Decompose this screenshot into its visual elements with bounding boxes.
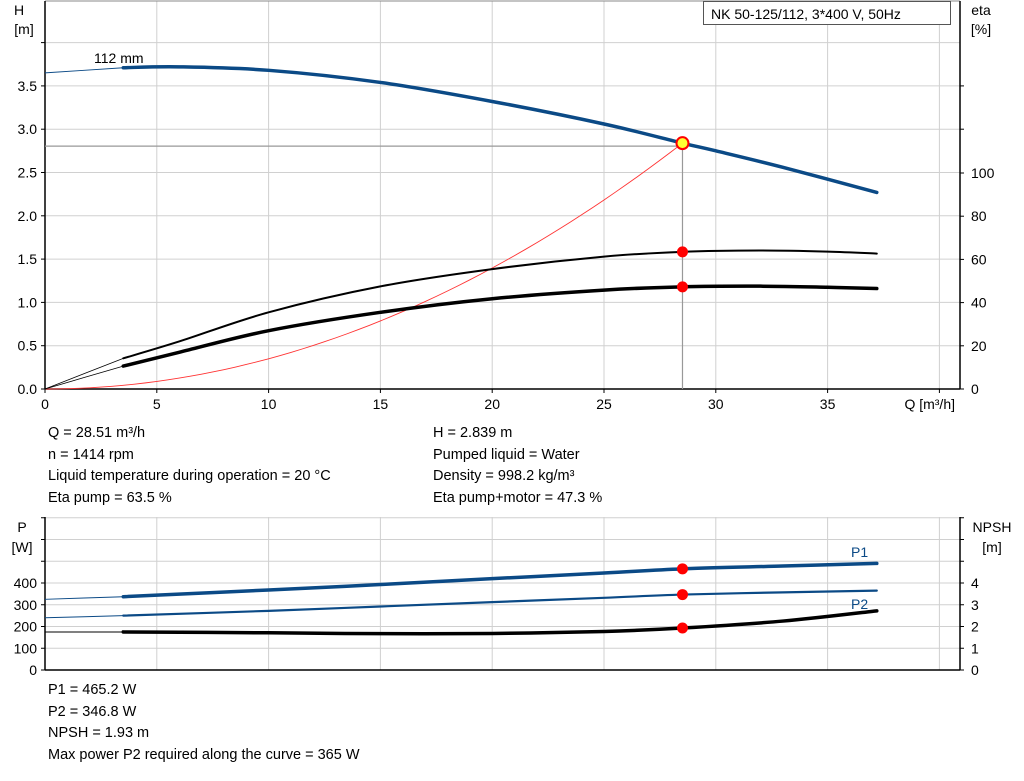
- result-max-p2: Max power P2 required along the curve = …: [48, 746, 360, 763]
- head-extension: [44, 67, 124, 74]
- y-tick-label: 400: [14, 575, 38, 591]
- y2-tick-label: 80: [971, 208, 987, 224]
- y2-tick-label: 0: [971, 381, 979, 397]
- y2-axis-unit: [m]: [982, 539, 1001, 555]
- y2-tick-label: 0: [971, 662, 979, 678]
- result-p1: P1 = 465.2 W: [48, 682, 137, 698]
- y-axis-label: H: [14, 2, 24, 18]
- result-npsh: NPSH = 1.93 m: [48, 725, 150, 741]
- x-tick-label: 0: [41, 396, 49, 412]
- y-tick-label: 0: [29, 662, 37, 678]
- pump-title: NK 50-125/112, 3*400 V, 50Hz: [703, 1, 951, 25]
- y-tick-label: 1.5: [18, 251, 38, 267]
- result-eta-pump-motor: Eta pump+motor = 47.3 %: [433, 489, 603, 506]
- p2-curve-label: P2: [851, 596, 868, 612]
- y-axis-unit: [m]: [14, 21, 33, 37]
- x-tick-label: 10: [261, 396, 277, 412]
- operating-point-p2: [676, 589, 688, 601]
- y2-tick-label: 2: [971, 619, 979, 635]
- y-tick-label: 200: [14, 619, 38, 635]
- p1-curve: [121, 561, 879, 599]
- y-tick-label: 2.0: [18, 208, 38, 224]
- eta-pump-motor-extension: [44, 365, 124, 390]
- result-eta-pump: Eta pump = 63.5 %: [48, 489, 172, 506]
- result-head: H = 2.839 m: [433, 425, 513, 441]
- result-density: Density = 998.2 kg/m³: [433, 468, 575, 484]
- operating-point-npsh: [676, 622, 688, 634]
- system-curve: [44, 142, 683, 390]
- operating-point-p1: [676, 563, 688, 575]
- y2-tick-label: 60: [971, 251, 987, 267]
- y2-tick-label: 3: [971, 597, 979, 613]
- operating-point-eta-pump: [676, 246, 688, 258]
- npsh-curve: [121, 609, 879, 636]
- y-tick-label: 300: [14, 597, 38, 613]
- result-liquid-temp: Liquid temperature during operation = 20…: [48, 468, 331, 484]
- eta-pump-motor-curve: [121, 284, 879, 368]
- y2-axis-unit: [%]: [971, 21, 991, 37]
- y-tick-label: 1.0: [18, 294, 38, 310]
- y-tick-label: 3.0: [18, 121, 38, 137]
- x-tick-label: 30: [708, 396, 724, 412]
- x-tick-label: 5: [153, 396, 161, 412]
- result-flow: Q = 28.51 m³/h: [48, 425, 146, 441]
- p1-extension: [44, 596, 124, 600]
- y2-axis-label: eta: [971, 2, 991, 18]
- results-top-right: H = 2.839 m Pumped liquid = Water Densit…: [433, 423, 602, 509]
- x-axis-label: Q [m³/h]: [904, 396, 955, 412]
- p2-curve: [122, 589, 878, 617]
- y-tick-label: 2.5: [18, 165, 38, 181]
- y-axis-unit: [W]: [12, 539, 33, 555]
- y2-tick-label: 100: [971, 165, 995, 181]
- x-tick-label: 35: [820, 396, 836, 412]
- eta-pump-curve: [122, 249, 878, 360]
- y-tick-label: 0.5: [18, 338, 38, 354]
- y2-tick-label: 40: [971, 295, 987, 311]
- y-tick-label: 3.5: [18, 78, 38, 94]
- p2-extension: [44, 615, 124, 619]
- p1-curve-label: P1: [851, 544, 868, 560]
- y2-tick-label: 20: [971, 338, 987, 354]
- head-curve: [121, 65, 879, 195]
- results-top-left: Q = 28.51 m³/h n = 1414 rpm Liquid tempe…: [48, 423, 331, 509]
- y-axis-label: P: [17, 519, 26, 535]
- x-tick-label: 15: [373, 396, 389, 412]
- impeller-diameter-label: 112 mm: [94, 50, 144, 66]
- x-tick-label: 20: [484, 396, 500, 412]
- y-tick-label: 100: [14, 640, 38, 656]
- results-bottom: P1 = 465.2 W P2 = 346.8 W NPSH = 1.93 m …: [48, 680, 360, 766]
- y2-axis-label: NPSH: [973, 519, 1012, 535]
- y2-tick-label: 1: [971, 640, 979, 656]
- result-speed: n = 1414 rpm: [48, 446, 134, 463]
- result-pumped-liquid: Pumped liquid = Water: [433, 446, 580, 463]
- operating-point-head: [675, 136, 690, 151]
- y-tick-label: 0.0: [18, 381, 38, 397]
- eta-pump-extension: [44, 357, 124, 390]
- result-p2: P2 = 346.8 W: [48, 703, 137, 720]
- y2-tick-label: 4: [971, 575, 979, 591]
- x-tick-label: 25: [596, 396, 612, 412]
- operating-point-eta-pump-motor: [676, 281, 688, 293]
